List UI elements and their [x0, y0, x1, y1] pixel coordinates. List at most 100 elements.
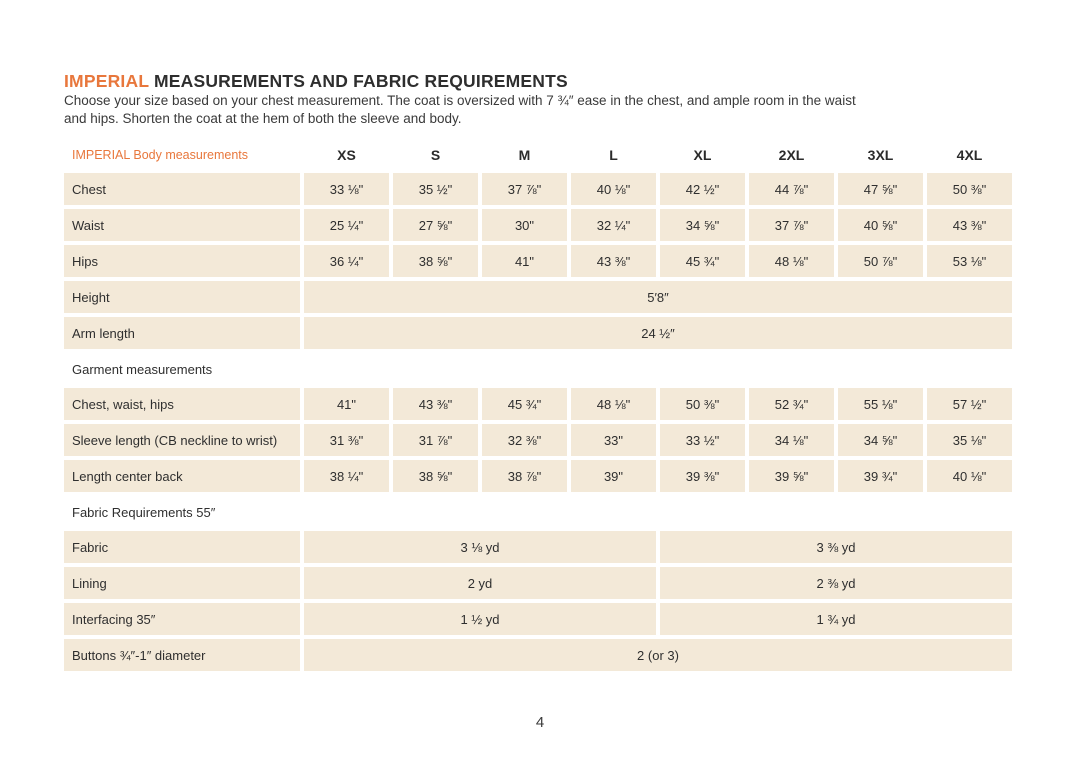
intro-text: Choose your size based on your chest mea… — [64, 92, 1012, 128]
measurement-cell: 45 ¾" — [660, 245, 745, 277]
fabric-section-label: Fabric Requirements 55″ — [72, 505, 216, 520]
garment-section-label: Garment measurements — [72, 362, 213, 377]
table-row-interfacing: Interfacing 35″ 1 ½ yd 1 ¾ yd — [64, 603, 1012, 635]
row-label: Height — [64, 281, 300, 313]
intro-line-1: Choose your size based on your chest mea… — [64, 93, 856, 108]
measurement-cell: 39 ¾" — [838, 460, 923, 492]
page-title-rest: MEASUREMENTS AND FABRIC REQUIREMENTS — [148, 71, 568, 91]
measurement-cell: 35 ⅛" — [927, 424, 1012, 456]
page-title: IMPERIAL MEASUREMENTS AND FABRIC REQUIRE… — [64, 70, 1012, 92]
merged-measurement-cell: 24 ½″ — [304, 317, 1012, 349]
measurement-cell: 34 ⅝" — [838, 424, 923, 456]
page-title-highlight: IMPERIAL — [64, 71, 149, 91]
measurement-cell: 27 ⅝" — [393, 209, 478, 241]
measurement-cell: 33 ⅛" — [304, 173, 389, 205]
row-label: Arm length — [64, 317, 300, 349]
merged-measurement-cell: 5′8″ — [304, 281, 1012, 313]
row-label: Chest, waist, hips — [64, 388, 300, 420]
measurement-cell: 33 ½" — [660, 424, 745, 456]
fabric-left-cell: 1 ½ yd — [304, 603, 656, 635]
row-label: Length center back — [64, 460, 300, 492]
measurement-cell: 43 ⅜" — [571, 245, 656, 277]
measurement-cell: 31 ⅜" — [304, 424, 389, 456]
measurement-cell: 43 ⅜" — [393, 388, 478, 420]
measurement-cell: 40 ⅛" — [571, 173, 656, 205]
measurement-cell: 40 ⅝" — [838, 209, 923, 241]
fabric-left-cell: 3 ⅛ yd — [304, 531, 656, 563]
table-row-length-center-back: Length center back 38 ¼" 38 ⅝" 38 ⅞" 39"… — [64, 460, 1012, 492]
measurement-cell: 48 ⅛" — [571, 388, 656, 420]
size-header-xl: XL — [693, 147, 712, 163]
measurement-cell: 34 ⅝" — [660, 209, 745, 241]
table-header-label: IMPERIAL Body measurements — [72, 148, 248, 162]
measurement-cell: 47 ⅝" — [838, 173, 923, 205]
measurement-cell: 31 ⅞" — [393, 424, 478, 456]
row-label: Hips — [64, 245, 300, 277]
merged-measurement-cell: 2 (or 3) — [304, 639, 1012, 671]
measurement-cell: 37 ⅞" — [749, 209, 834, 241]
size-header-s: S — [430, 147, 441, 163]
table-row-hips: Hips 36 ¼" 38 ⅝" 41" 43 ⅜" 45 ¾" 48 ⅛" 5… — [64, 245, 1012, 277]
fabric-right-cell: 1 ¾ yd — [660, 603, 1012, 635]
row-label: Fabric — [64, 531, 300, 563]
table-row-lining: Lining 2 yd 2 ⅜ yd — [64, 567, 1012, 599]
measurement-cell: 25 ¼" — [304, 209, 389, 241]
measurement-cell: 39 ⅜" — [660, 460, 745, 492]
table-row-fabric: Fabric 3 ⅛ yd 3 ⅜ yd — [64, 531, 1012, 563]
table-row-garment-chest-waist-hips: Chest, waist, hips 41" 43 ⅜" 45 ¾" 48 ⅛"… — [64, 388, 1012, 420]
table-header-row: IMPERIAL Body measurements XS S M L XL 2… — [64, 143, 1012, 167]
measurements-table: IMPERIAL Body measurements XS S M L XL 2… — [64, 143, 1012, 671]
measurement-cell: 50 ⅜" — [660, 388, 745, 420]
size-header-3xl: 3XL — [867, 147, 894, 163]
measurement-cell: 35 ½" — [393, 173, 478, 205]
measurement-cell: 38 ⅞" — [482, 460, 567, 492]
table-row-buttons: Buttons ¾″-1″ diameter 2 (or 3) — [64, 639, 1012, 671]
page-number: 4 — [535, 714, 545, 731]
table-row-waist: Waist 25 ¼" 27 ⅝" 30" 32 ¼" 34 ⅝" 37 ⅞" … — [64, 209, 1012, 241]
measurement-cell: 38 ⅝" — [393, 460, 478, 492]
row-label: Buttons ¾″-1″ diameter — [64, 639, 300, 671]
measurement-cell: 42 ½" — [660, 173, 745, 205]
measurement-cell: 41" — [304, 388, 389, 420]
row-label: Interfacing 35″ — [64, 603, 300, 635]
size-header-m: M — [518, 147, 531, 163]
row-label: Lining — [64, 567, 300, 599]
size-header-4xl: 4XL — [956, 147, 983, 163]
row-label: Sleeve length (CB neckline to wrist) — [64, 424, 300, 456]
row-label: Chest — [64, 173, 300, 205]
measurement-cell: 32 ⅜" — [482, 424, 567, 456]
measurement-cell: 39" — [571, 460, 656, 492]
measurement-cell: 55 ⅛" — [838, 388, 923, 420]
measurement-cell: 45 ¾" — [482, 388, 567, 420]
measurement-cell: 34 ⅛" — [749, 424, 834, 456]
measurement-cell: 41" — [482, 245, 567, 277]
measurement-cell: 39 ⅝" — [749, 460, 834, 492]
table-row-arm-length: Arm length 24 ½″ — [64, 317, 1012, 349]
fabric-left-cell: 2 yd — [304, 567, 656, 599]
measurement-cell: 37 ⅞" — [482, 173, 567, 205]
measurement-cell: 50 ⅞" — [838, 245, 923, 277]
intro-line-2: and hips. Shorten the coat at the hem of… — [64, 111, 462, 126]
table-row-chest: Chest 33 ⅛" 35 ½" 37 ⅞" 40 ⅛" 42 ½" 44 ⅞… — [64, 173, 1012, 205]
size-header-l: L — [609, 147, 618, 163]
measurement-cell: 53 ⅛" — [927, 245, 1012, 277]
measurement-cell: 57 ½" — [927, 388, 1012, 420]
measurement-cell: 36 ¼" — [304, 245, 389, 277]
fabric-right-cell: 2 ⅜ yd — [660, 567, 1012, 599]
size-header-2xl: 2XL — [778, 147, 805, 163]
measurement-cell: 38 ¼" — [304, 460, 389, 492]
measurement-cell: 40 ⅛" — [927, 460, 1012, 492]
measurement-cell: 38 ⅝" — [393, 245, 478, 277]
row-label: Waist — [64, 209, 300, 241]
measurement-cell: 32 ¼" — [571, 209, 656, 241]
measurement-cell: 30" — [482, 209, 567, 241]
table-row-height: Height 5′8″ — [64, 281, 1012, 313]
table-row-sleeve-length: Sleeve length (CB neckline to wrist) 31 … — [64, 424, 1012, 456]
measurement-cell: 52 ¾" — [749, 388, 834, 420]
page-content: IMPERIAL MEASUREMENTS AND FABRIC REQUIRE… — [64, 70, 1012, 671]
measurement-cell: 33" — [571, 424, 656, 456]
fabric-right-cell: 3 ⅜ yd — [660, 531, 1012, 563]
measurement-cell: 50 ⅜" — [927, 173, 1012, 205]
size-header-xs: XS — [337, 147, 356, 163]
